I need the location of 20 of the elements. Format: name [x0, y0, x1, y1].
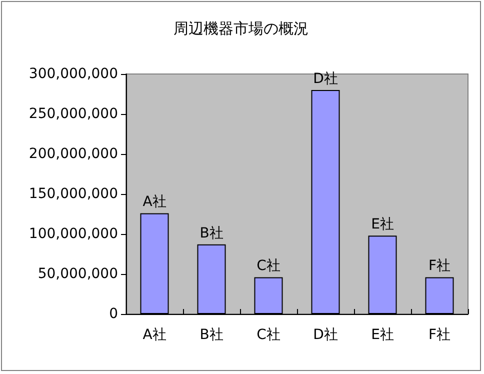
y-tick-label: 250,000,000: [28, 106, 118, 122]
annotation: E社: [371, 216, 394, 233]
x-tick-label: A社: [142, 327, 166, 343]
x-tick-label: D社: [313, 327, 338, 343]
y-tick-label: 100,000,000: [28, 226, 118, 242]
annotation: F社: [428, 258, 451, 274]
x-tick-label: B社: [200, 327, 224, 343]
annotation: B社: [200, 225, 224, 242]
annotation: C社: [256, 258, 280, 274]
x-tick-label: C社: [256, 327, 280, 343]
annotation: A社: [142, 194, 166, 210]
y-tick-label: 200,000,000: [28, 146, 118, 162]
y-tick-label: 300,000,000: [28, 66, 118, 82]
x-tick-label: E社: [371, 327, 394, 343]
y-tick-label: 50,000,000: [38, 266, 118, 282]
annotation: D社: [313, 71, 338, 87]
y-tick-label: 0: [109, 306, 118, 322]
y-tick-label: 150,000,000: [28, 186, 118, 202]
x-tick-label: F社: [428, 327, 451, 343]
chart-title: 周辺機器市場の概況: [174, 20, 308, 38]
